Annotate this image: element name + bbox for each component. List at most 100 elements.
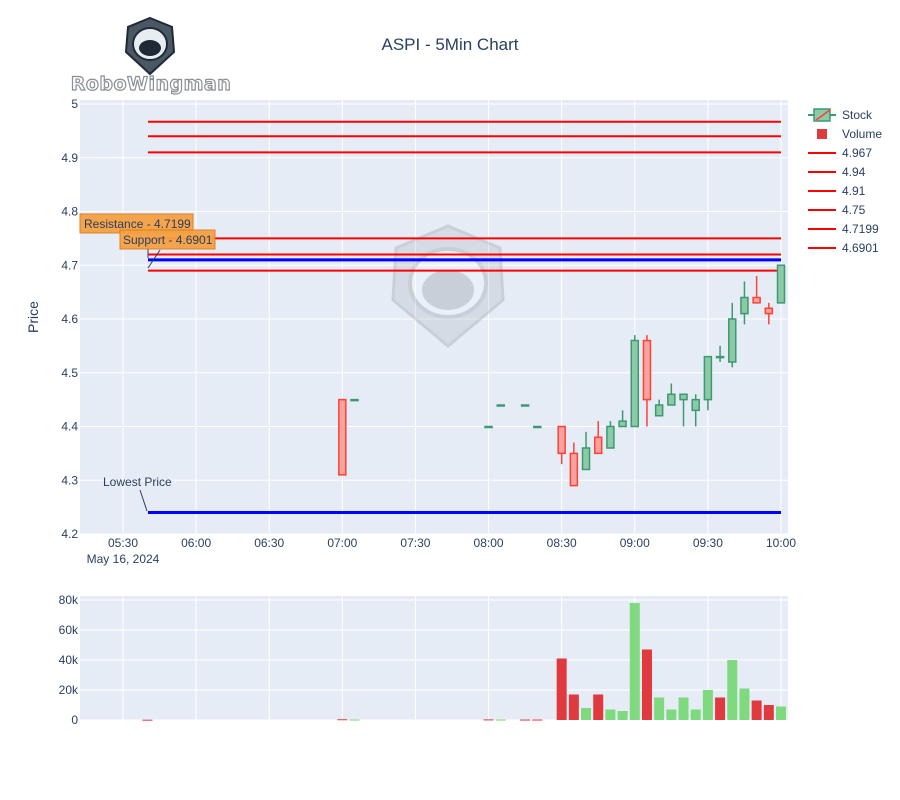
lowest-price-annotation: Lowest Price bbox=[103, 475, 172, 512]
price-y-ticks: 4.2 4.3 4.4 4.5 4.6 4.7 4.8 4.9 5 bbox=[61, 97, 78, 541]
support-label: Support - 4.6901 bbox=[123, 233, 213, 247]
candle-body bbox=[338, 398, 347, 476]
volume-bar bbox=[617, 711, 628, 720]
candle-up bbox=[776, 264, 786, 304]
legend-item[interactable]: 4.91 bbox=[808, 184, 866, 198]
price-x-tick-label: 07:30 bbox=[400, 536, 430, 550]
x-date-label: May 16, 2024 bbox=[87, 552, 160, 566]
candle-up bbox=[606, 421, 615, 449]
volume-bar bbox=[739, 688, 750, 720]
price-y-tick-label: 4.6 bbox=[61, 312, 78, 326]
candle-down bbox=[593, 421, 603, 455]
legend-label: 4.75 bbox=[842, 203, 866, 217]
candle-up bbox=[533, 425, 542, 429]
candle-body bbox=[484, 425, 493, 429]
price-x-tick-label: 08:00 bbox=[474, 536, 504, 550]
volume-bar bbox=[337, 719, 348, 721]
legend-label: 4.7199 bbox=[842, 222, 879, 236]
candle-up bbox=[728, 302, 737, 368]
candle-body bbox=[606, 425, 615, 449]
volume-bar bbox=[593, 694, 604, 720]
legend-label: 4.94 bbox=[842, 165, 866, 179]
horizontal-lines bbox=[148, 120, 781, 514]
volume-bar bbox=[641, 649, 652, 720]
candle-body bbox=[667, 393, 676, 406]
volume-bar bbox=[776, 706, 786, 720]
candle-up bbox=[520, 404, 530, 407]
volume-y-ticks: 0 20k 40k 60k 80k bbox=[59, 593, 79, 727]
legend-volume-icon bbox=[817, 129, 827, 139]
candle-up bbox=[350, 398, 359, 402]
price-y-tick-label: 4.2 bbox=[61, 527, 78, 541]
volume-bar bbox=[654, 697, 665, 720]
legend-label: Volume bbox=[842, 127, 882, 141]
candle-up bbox=[740, 281, 749, 325]
volume-bar bbox=[142, 719, 153, 721]
volume-bar bbox=[483, 719, 494, 721]
price-y-tick-label: 4.8 bbox=[61, 205, 78, 219]
legend-item[interactable]: 4.75 bbox=[808, 203, 866, 217]
candle-body bbox=[496, 404, 505, 407]
price-x-tick-label: 10:00 bbox=[766, 536, 796, 550]
volume-bar bbox=[727, 660, 738, 720]
price-y-tick-label: 4.4 bbox=[61, 420, 78, 434]
legend-item[interactable]: 4.6901 bbox=[808, 241, 879, 255]
candle-body bbox=[593, 436, 603, 455]
candle-body bbox=[740, 296, 749, 315]
candle-body bbox=[630, 339, 640, 428]
candle-body bbox=[520, 404, 530, 407]
volume-y-tick-label: 20k bbox=[59, 683, 79, 697]
volume-bar bbox=[605, 709, 616, 720]
legend-label: Stock bbox=[842, 108, 873, 122]
candle-body bbox=[691, 398, 700, 412]
candle-down bbox=[569, 442, 579, 487]
candle-up bbox=[691, 394, 700, 427]
lowest-price-label: Lowest Price bbox=[103, 475, 172, 489]
price-y-tick-label: 4.3 bbox=[61, 473, 78, 487]
legend-item[interactable]: 4.7199 bbox=[808, 222, 879, 236]
candle-up bbox=[667, 383, 676, 406]
candle-body bbox=[679, 393, 688, 401]
volume-bar bbox=[702, 690, 713, 720]
resistance-label: Resistance - 4.7199 bbox=[84, 217, 191, 231]
robowingman-logo: RoboWingman bbox=[70, 16, 231, 96]
candle-up bbox=[496, 404, 505, 407]
watermark-helmet-icon bbox=[391, 224, 505, 348]
legend-item[interactable]: Stock bbox=[808, 108, 873, 122]
candle-body bbox=[557, 425, 566, 455]
candle-body bbox=[618, 420, 627, 428]
candle-up bbox=[618, 410, 627, 428]
price-plot-area bbox=[80, 100, 788, 534]
volume-bar bbox=[581, 708, 592, 720]
volume-bar bbox=[349, 719, 360, 721]
candle-body bbox=[703, 355, 713, 401]
price-x-tick-label: 05:30 bbox=[108, 536, 138, 550]
price-y-tick-label: 4.7 bbox=[61, 258, 78, 272]
candlesticks bbox=[338, 264, 786, 487]
candle-body bbox=[752, 296, 761, 304]
volume-y-tick-label: 40k bbox=[59, 653, 79, 667]
legend-label: 4.967 bbox=[842, 146, 872, 160]
candle-down bbox=[764, 302, 774, 325]
legend-item[interactable]: 4.967 bbox=[808, 146, 872, 160]
candle-up bbox=[630, 335, 640, 428]
legend-item[interactable]: 4.94 bbox=[808, 165, 866, 179]
volume-bar bbox=[763, 705, 774, 720]
volume-bar bbox=[520, 719, 531, 721]
volume-bar bbox=[568, 694, 579, 720]
volume-bar bbox=[556, 658, 567, 720]
candle-body bbox=[581, 447, 591, 471]
legend-label: 4.91 bbox=[842, 184, 866, 198]
legend[interactable]: Stock Volume 4.967 4.94 4.91 4.75 4.7199 4.6901 bbox=[808, 108, 882, 255]
support-annotation: Support - 4.6901 bbox=[119, 229, 216, 269]
candle-up bbox=[679, 393, 688, 427]
price-y-tick-label: 4.5 bbox=[61, 366, 78, 380]
legend-item[interactable]: Volume bbox=[817, 127, 882, 141]
candle-up bbox=[484, 425, 493, 429]
volume-bar bbox=[751, 700, 762, 720]
volume-bar bbox=[666, 709, 677, 720]
legend-stock-slash bbox=[815, 109, 831, 121]
candle-body bbox=[533, 425, 542, 429]
candle-body bbox=[642, 339, 652, 401]
